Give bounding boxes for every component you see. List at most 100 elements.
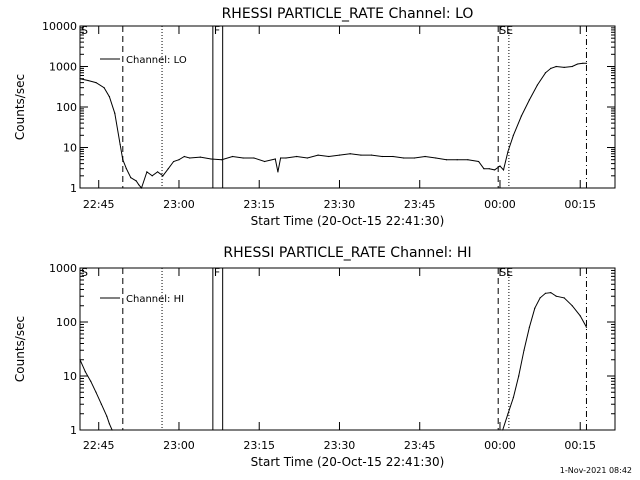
panel-1-data-point: [167, 168, 169, 170]
panel-1-data-point: [280, 157, 282, 159]
panel-1-data-point: [477, 160, 480, 163]
panel-1-data-point: [274, 158, 276, 160]
panel-2-data-point: [512, 396, 514, 399]
panel-2-data-point: [528, 326, 531, 328]
panel-1-data-point: [435, 157, 437, 159]
panel-1-x-tick-label: 00:00: [484, 198, 516, 211]
panel-1-data-point: [528, 99, 531, 101]
panel-2-x-tick-label: 23:30: [324, 439, 356, 452]
panel-1-data-point: [306, 157, 308, 159]
panel-1-data-point: [536, 84, 539, 86]
panel-2-data-point: [544, 292, 547, 294]
panel-1-data-point: [403, 157, 405, 159]
panel-1-data-point: [130, 177, 132, 179]
panel-2-data-point: [555, 295, 557, 297]
panel-1-data-point: [576, 63, 579, 65]
panel-2-data-point: [563, 297, 565, 299]
panel-2-data-point: [585, 326, 588, 328]
panel-2-series-line: [79, 292, 587, 431]
panel-2-data-point: [507, 413, 509, 415]
panel-1-data-point: [199, 156, 201, 158]
panel-1-data-point: [571, 65, 573, 68]
panel-2-y-tick-label: 100: [56, 316, 77, 329]
panel-1-data-point: [585, 62, 588, 64]
panel-1-data-point: [135, 180, 137, 182]
panel-1-y-axis-title: Counts/sec: [13, 74, 27, 140]
panel-2-x-tick-label: 00:00: [484, 439, 516, 452]
panel-1-data-point: [467, 159, 469, 161]
panel-1-data-point: [95, 82, 97, 84]
panel-1-data-point: [253, 157, 255, 159]
panel-1-data-point: [125, 168, 127, 170]
panel-1-data-point: [494, 169, 496, 171]
panel-2-x-tick-label: 23:45: [404, 439, 436, 452]
panel-2-legend-label: Channel: HI: [126, 294, 184, 305]
panel-1-data-point: [520, 115, 522, 117]
panel-1-data-point: [349, 153, 351, 155]
panel-1-data-point: [242, 157, 244, 159]
panel-1-data-point: [210, 158, 212, 160]
panel-1-chart-title: RHESSI PARTICLE_RATE Channel: LO: [222, 6, 474, 22]
panel-1-data-point: [555, 65, 557, 68]
panel-1-data-point: [103, 87, 105, 89]
panel-1-data-point: [277, 171, 279, 173]
panel-1-x-tick-label: 23:15: [243, 198, 275, 211]
panel-2-data-point: [106, 415, 108, 417]
panel-1-plot-frame: [79, 25, 616, 189]
generated-timestamp: 1-Nov-2021 08:42: [559, 466, 632, 475]
panel-2-x-tick-label: 22:45: [83, 439, 115, 452]
panel-1-data-point: [114, 112, 116, 114]
panel-1-data-point: [582, 62, 584, 64]
panel-1-data-point: [189, 157, 191, 159]
panel-2-x-tick-label: 23:00: [163, 439, 195, 452]
panel-1-event-marker-label: SE: [499, 24, 513, 37]
panel-1-data-point: [360, 154, 362, 156]
panel-2-data-point: [95, 391, 97, 393]
panel-2-y-tick-label: 1000: [49, 262, 77, 275]
panel-1-data-point: [338, 154, 341, 156]
panel-2-y-axis-title: Counts/sec: [13, 316, 27, 382]
panel-2-y-tick-label: 1: [70, 424, 77, 437]
panel-1-data-point: [445, 159, 448, 161]
panel-1-data-point: [370, 154, 373, 156]
panel-1-data-point: [156, 171, 159, 173]
panel-1-data-point: [488, 168, 490, 170]
panel-1-data-point: [263, 160, 266, 163]
panel-1-data-point: [296, 155, 298, 158]
panel-1-x-tick-label: 00:15: [564, 198, 596, 211]
panel-2-data-point: [523, 349, 525, 351]
panel-1-data-point: [502, 169, 505, 171]
panel-1-data-point: [413, 157, 415, 159]
panel-1-data-point: [424, 155, 426, 158]
panel-2-data-point: [518, 375, 520, 377]
panel-1-data-point: [550, 67, 552, 69]
panel-1-data-point: [87, 79, 89, 82]
panel-2-plot-frame: [79, 267, 616, 431]
panel-2-data-point: [502, 429, 504, 431]
panel-1-x-tick-label: 23:00: [163, 198, 195, 211]
panel-1-data-point: [328, 155, 330, 158]
panel-1-data-point: [162, 175, 164, 177]
panel-1-data-point: [178, 159, 180, 161]
panel-1-y-tick-label: 10000: [42, 20, 77, 33]
panel-2-data-point: [579, 315, 581, 317]
panel-1-data-point: [79, 78, 81, 80]
panel-1-data-point: [138, 184, 140, 186]
panel-2-event-marker-label: SE: [499, 266, 513, 279]
panel-1-data-point: [381, 155, 383, 158]
panel-1-series-line: [79, 62, 587, 190]
panel-1-data-point: [122, 159, 124, 161]
panel-1-data-point: [285, 157, 287, 159]
panel-1-data-point: [507, 150, 509, 153]
panel-1-x-tick-label: 22:45: [83, 198, 115, 211]
panel-2-data-point: [111, 429, 113, 431]
panel-2-y-tick-label: 10: [63, 370, 77, 383]
panel-2-x-tick-label: 00:15: [564, 439, 596, 452]
panel-1-data-point: [108, 96, 111, 98]
panel-1-x-tick-label: 23:30: [324, 198, 356, 211]
panel-1-data-point: [183, 155, 185, 158]
panel-2-data-point: [84, 371, 86, 373]
panel-2-x-axis-title: Start Time (20-Oct-15 22:41:30): [251, 455, 445, 469]
panel-1-y-tick-label: 10: [63, 142, 77, 155]
